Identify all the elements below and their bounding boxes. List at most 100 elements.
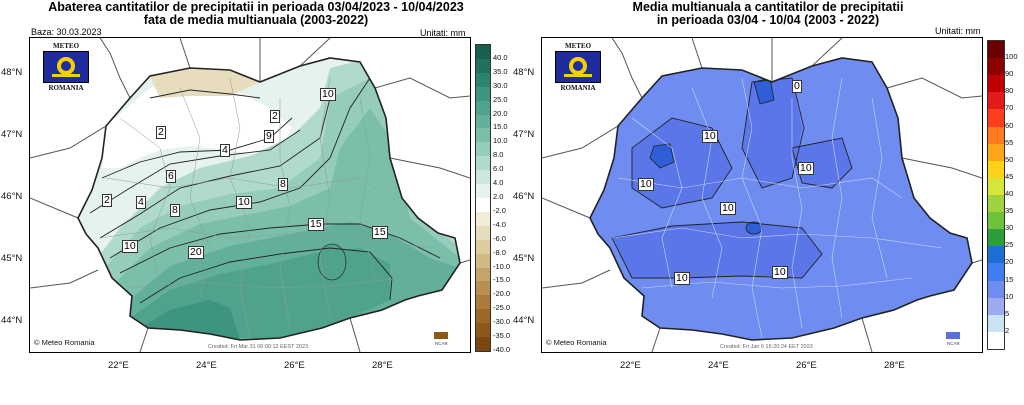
- legend-label: 15: [1005, 274, 1014, 284]
- legend-swatch: [476, 45, 490, 59]
- contour-label: 2: [102, 194, 112, 207]
- legend-swatch: [988, 41, 1004, 59]
- created-timestamp: Created: Fri Mar 31 06:00:12 EEST 2023: [208, 344, 309, 350]
- lon-tick: 28°E: [372, 360, 393, 371]
- legend-label: 50: [1005, 154, 1014, 164]
- legend-swatch: [476, 170, 490, 185]
- units-label: Unitati: mm: [420, 28, 466, 38]
- normal-map-panel: Media multianuala a cantitatilor de prec…: [512, 0, 1024, 405]
- lat-tick: 44°N: [1, 315, 23, 326]
- credit-text: © Meteo Romania: [34, 338, 95, 347]
- legend-label: 40.0: [493, 52, 508, 62]
- legend-swatch: [988, 212, 1004, 230]
- legend-label: 20: [1005, 257, 1014, 267]
- legend-label: 55: [1005, 137, 1014, 147]
- lat-tick: 48°N: [513, 67, 535, 78]
- contour-label: 10: [772, 266, 788, 279]
- legend-label: 35.0: [493, 66, 508, 76]
- legend-swatch: [988, 126, 1004, 144]
- legend-label: 80: [1005, 86, 1014, 96]
- legend-label: -15.0: [493, 275, 511, 285]
- contour-label: 8: [170, 204, 180, 217]
- legend-swatch: [476, 211, 490, 226]
- ncar-icon: [946, 332, 960, 339]
- legend-label: 2: [1005, 325, 1010, 335]
- ncar-label: NCAR: [435, 341, 448, 346]
- credit-text: © Meteo Romania: [546, 338, 607, 347]
- legend-label: -25.0: [493, 303, 511, 313]
- lat-tick: 46°N: [513, 191, 535, 202]
- lon-tick: 24°E: [196, 360, 217, 371]
- neighbor-borders: [542, 38, 982, 352]
- lon-tick: 28°E: [884, 360, 905, 371]
- legend-label: 4.0: [493, 178, 504, 188]
- lon-tick: 26°E: [284, 360, 305, 371]
- logo-emblem: [43, 51, 89, 83]
- anomaly-map-svg: [30, 38, 470, 352]
- legend-swatch: [476, 58, 490, 73]
- legend-label: 70: [1005, 103, 1014, 113]
- contour-label: 20: [188, 246, 204, 259]
- contour-label: 0: [792, 80, 802, 93]
- normal-map-title-line1: Media multianuala a cantitatilor de prec…: [632, 0, 904, 14]
- neighbor-borders: [30, 38, 470, 352]
- contour-label: 9: [264, 130, 274, 143]
- meteo-romania-logo: METEO ROMANIA: [548, 42, 608, 92]
- contour-label: 4: [220, 144, 230, 157]
- legend-label: 6.0: [493, 164, 504, 174]
- legend-swatch: [988, 92, 1004, 110]
- legend-swatch: [476, 100, 490, 115]
- legend-label: -35.0: [493, 331, 511, 341]
- lon-tick: 22°E: [108, 360, 129, 371]
- contour-lines: [611, 77, 853, 279]
- anomaly-map-title-line1: Abaterea cantitatilor de precipitatii in…: [48, 0, 464, 14]
- anomaly-map-frame: 2 2 4 2 6 4 9 10 8 8 10 10 15 15 20 10 M…: [29, 37, 471, 353]
- normal-map-frame: 0 10 10 10 10 10 10 METEO ROMANIA © Mete…: [541, 37, 983, 353]
- legend-label: 8.0: [493, 150, 504, 160]
- legend-swatch: [988, 246, 1004, 264]
- lat-tick: 44°N: [513, 315, 535, 326]
- legend-swatch: [476, 128, 490, 143]
- lat-tick: 47°N: [1, 129, 23, 140]
- legend-label: 25.0: [493, 94, 508, 104]
- normal-map-title-line2: in perioada 03/04 - 10/04 (2003 - 2022): [656, 13, 880, 27]
- legend-label: 35: [1005, 206, 1014, 216]
- lon-tick: 22°E: [620, 360, 641, 371]
- legend-label: 10.0: [493, 136, 508, 146]
- legend-swatch: [476, 281, 490, 296]
- logo-top-text: METEO: [564, 42, 592, 50]
- legend-swatch: [476, 142, 490, 157]
- ncar-icon: [434, 332, 448, 339]
- logo-emblem: [555, 51, 601, 83]
- contour-label: 8: [278, 178, 288, 191]
- lat-tick: 47°N: [513, 129, 535, 140]
- legend-swatch: [476, 86, 490, 101]
- units-label: Unitati: mm: [935, 26, 981, 36]
- legend-label: 25: [1005, 240, 1014, 250]
- contour-label: 10: [638, 178, 654, 191]
- legend-swatch: [476, 337, 490, 351]
- logo-top-text: METEO: [52, 42, 80, 50]
- normal-fill: [590, 58, 972, 340]
- legend-swatch: [476, 114, 490, 129]
- meteo-romania-logo: METEO ROMANIA: [36, 42, 96, 92]
- legend-swatch: [476, 198, 490, 212]
- anomaly-legend: [475, 44, 491, 352]
- legend-swatch: [988, 58, 1004, 76]
- legend-swatch: [476, 309, 490, 324]
- contour-label: 10: [236, 196, 252, 209]
- contour-label: 6: [166, 170, 176, 183]
- legend-label: -40.0: [493, 345, 511, 354]
- contour-label: 10: [320, 88, 336, 101]
- romania-border: [589, 57, 973, 341]
- legend-label: -8.0: [493, 247, 506, 257]
- legend-label: -10.0: [493, 261, 511, 271]
- legend-swatch: [988, 314, 1004, 332]
- lon-tick: 24°E: [708, 360, 729, 371]
- legend-label: 60: [1005, 120, 1014, 130]
- legend-label: 100: [1005, 52, 1018, 62]
- legend-swatch: [988, 331, 1004, 349]
- created-timestamp: Created: Fri Jan 6 16:20:24 EET 2023: [720, 344, 813, 350]
- legend-swatch: [988, 229, 1004, 247]
- legend-label: 15.0: [493, 122, 508, 132]
